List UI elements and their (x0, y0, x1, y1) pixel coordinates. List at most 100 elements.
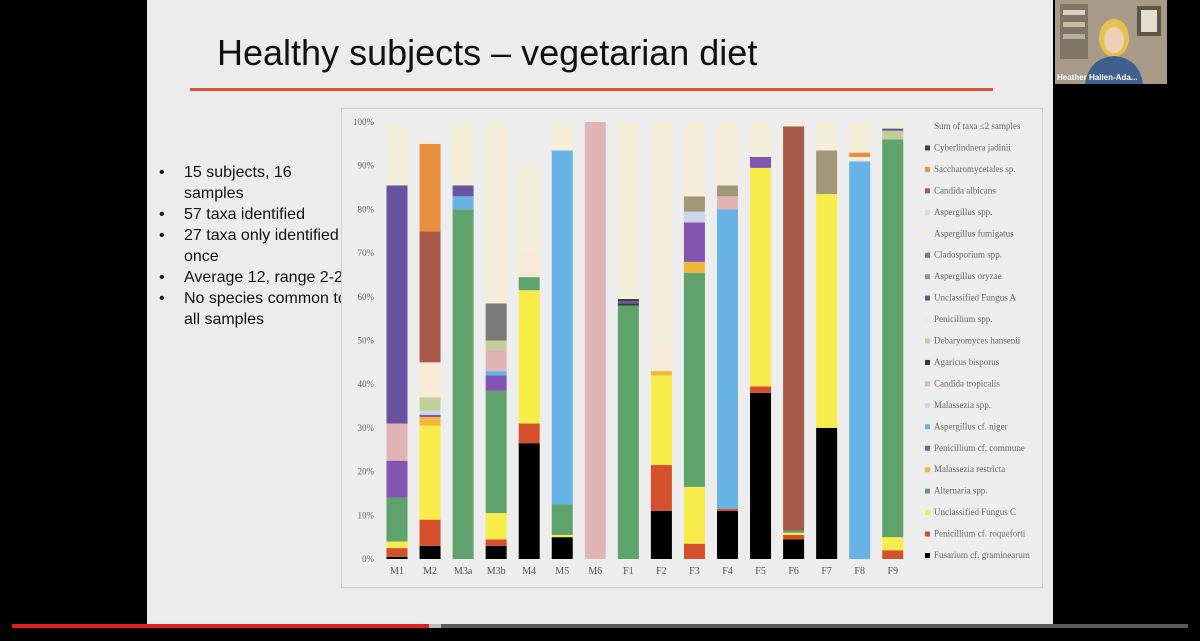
legend-swatch (925, 531, 930, 537)
bar-segment (816, 122, 838, 151)
bar-segment (617, 303, 639, 306)
legend-label: Candida tropicalis (934, 378, 1000, 388)
bar-segment (419, 545, 441, 559)
bar-segment (485, 375, 507, 391)
bar-segment (650, 510, 672, 559)
bar-segment (750, 122, 772, 157)
bar-segment (882, 550, 904, 559)
bar-segment (419, 425, 441, 520)
legend-swatch (925, 510, 930, 516)
bar-segment (518, 250, 540, 273)
bar-segment (452, 209, 474, 559)
y-tick-label: 0% (362, 554, 375, 564)
bar-segment (816, 427, 838, 559)
bar-segment (717, 510, 738, 559)
legend-label: Aspergillus fumigatus (934, 228, 1014, 238)
bullet-item: 27 taxa only identified once (157, 225, 352, 267)
x-tick-label: F5 (755, 566, 766, 577)
bar-segment (849, 161, 871, 559)
bar-segment (683, 272, 705, 487)
y-tick-label: 30% (358, 423, 375, 433)
x-tick-label: F9 (887, 566, 898, 577)
legend-label: Cladosporium spp. (934, 250, 1002, 260)
legend-swatch (925, 381, 930, 387)
bar-segment (783, 122, 805, 127)
legend-swatch (925, 188, 930, 194)
bar-segment (683, 122, 705, 197)
bar-segment (849, 152, 871, 157)
legend-swatch (925, 402, 930, 408)
bar-segment (485, 340, 507, 350)
x-tick-label: M3a (454, 566, 473, 577)
webcam-video[interactable]: Heather Hallen-Ada... (1055, 0, 1167, 84)
legend-swatch (925, 252, 930, 258)
legend-swatch (925, 317, 930, 323)
bullet-item: 57 taxa identified (157, 204, 352, 225)
bar-segment (617, 305, 639, 559)
legend-swatch (925, 467, 930, 473)
bar-segment (551, 537, 573, 559)
legend-label: Aspergillus spp. (934, 207, 992, 217)
bar-segment (386, 185, 408, 424)
x-tick-label: M6 (588, 566, 602, 577)
bar-segment (683, 543, 705, 559)
legend-label: Saccharomycetales sp. (934, 164, 1015, 174)
x-tick-label: M1 (390, 566, 404, 577)
bar-segment (650, 122, 672, 345)
chart-canvas: 0% 10% 20% 30% 40% 50% 60% 70% 80% 90% 100% M1 M2 M3a… (353, 117, 1030, 577)
presentation-slide: Healthy subjects – vegetarian diet 15 su… (147, 0, 1053, 625)
bullet-item: Average 12, range 2-25 (157, 267, 352, 288)
bullet-item: 15 subjects, 16 samples (157, 162, 352, 204)
bar-segment (750, 156, 772, 168)
legend-swatch (925, 295, 930, 301)
x-tick-label: M4 (522, 566, 536, 577)
bar-segment (485, 303, 507, 341)
bar-segment (419, 410, 441, 415)
y-tick-label: 90% (358, 161, 375, 171)
x-tick-label: M3b (487, 566, 506, 577)
bar-segment (485, 349, 507, 372)
bar-segment (452, 122, 474, 186)
webcam-person-image (1055, 0, 1167, 84)
bar-segment (882, 139, 904, 538)
legend-label: Penicillium cf. roqueforti (934, 529, 1026, 539)
bar-segment (419, 414, 441, 417)
bar-segment (717, 185, 738, 197)
bar-segment (617, 298, 639, 302)
bar-segment (485, 371, 507, 376)
bar-segment (683, 486, 705, 544)
legend-swatch (925, 424, 930, 430)
bar-segment (882, 122, 904, 129)
bar-segment (386, 541, 408, 549)
bar-segment (584, 122, 606, 559)
bar-segment (386, 124, 408, 186)
bar-segment (683, 196, 705, 212)
bar-segment (750, 167, 772, 387)
bar-segment (551, 534, 573, 538)
bar-segment (419, 519, 441, 546)
legend-swatch (925, 338, 930, 344)
bullet-item: No species common to all samples (157, 288, 352, 330)
y-tick-label: 60% (358, 292, 375, 302)
bar-segment (485, 390, 507, 514)
stacked-bar-chart: 0% 10% 20% 30% 40% 50% 60% 70% 80% 90% 100% M1 M2 M3a… (341, 108, 1043, 588)
bar-segment (518, 165, 540, 251)
video-progress-bar[interactable] (12, 624, 1188, 628)
legend-label: Penicillium spp. (934, 314, 993, 324)
bar-segment (485, 122, 507, 304)
bar-segment (783, 126, 805, 531)
bar-segment (617, 301, 639, 304)
bar-segment (717, 122, 738, 186)
legend-label: Penicillium cf. commune (934, 443, 1025, 453)
bar-segment (849, 156, 871, 162)
y-tick-label: 40% (358, 379, 375, 389)
legend-swatch (925, 274, 930, 280)
legend-swatch (925, 166, 930, 172)
x-tick-label: F3 (689, 566, 700, 577)
x-tick-label: F2 (656, 566, 667, 577)
bar-segment (683, 211, 705, 223)
bar-segment (617, 122, 639, 299)
bullet-list: 15 subjects, 16 samples 57 taxa identifi… (157, 162, 352, 330)
bar-segment (650, 465, 672, 511)
y-tick-label: 80% (358, 204, 375, 214)
